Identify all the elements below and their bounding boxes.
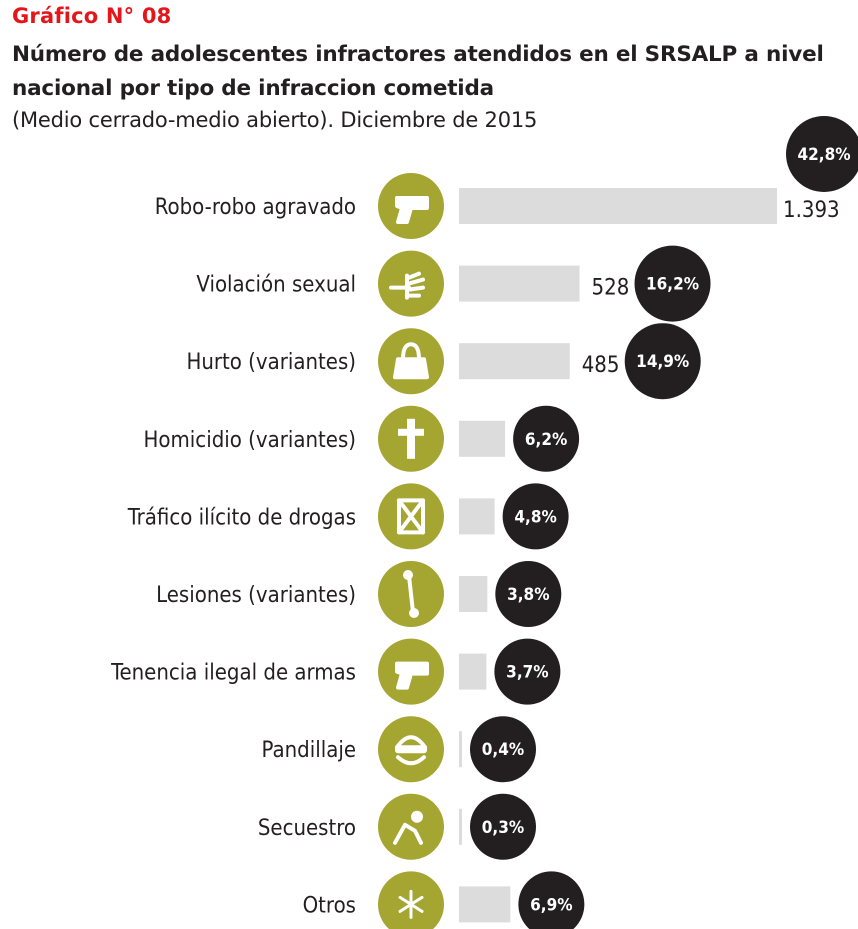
percent-label: 6,9%	[530, 895, 572, 915]
percent-badge	[470, 716, 536, 783]
percent-badge	[786, 116, 858, 192]
category-label: Hurto (variantes)	[186, 350, 356, 375]
bar	[459, 420, 506, 457]
chart-kicker: Gráfico N° 08	[12, 4, 172, 28]
chart-title: Número de adolescentes infractores atend…	[12, 42, 824, 101]
masked-face-icon	[378, 716, 444, 783]
bar	[459, 188, 777, 224]
percent-badge	[502, 483, 569, 550]
percent-badge	[518, 871, 585, 929]
bar	[459, 808, 462, 845]
percent-badge	[634, 245, 711, 322]
kidnapped-person-icon	[378, 793, 444, 860]
percent-label: 3,7%	[506, 663, 548, 683]
percent-badge	[494, 638, 561, 705]
percent-badge	[470, 793, 536, 860]
percent-label: 3,8%	[507, 585, 549, 605]
percent-label: 0,3%	[482, 818, 524, 838]
category-label: Violación sexual	[196, 273, 356, 298]
bar	[459, 653, 487, 690]
percent-badge	[513, 405, 580, 472]
category-label: Tráfico ilícito de drogas	[127, 505, 356, 530]
bar	[459, 886, 511, 923]
bar	[459, 576, 488, 612]
percent-label: 14,9%	[636, 352, 689, 372]
bar	[459, 265, 580, 302]
bar	[459, 498, 495, 535]
handbag-icon	[378, 328, 444, 395]
percent-label: 0,4%	[482, 740, 524, 760]
category-label: Tenencia ilegal de armas	[110, 661, 356, 686]
bar	[459, 731, 462, 768]
value-label: 528	[592, 276, 630, 301]
gun-icon	[378, 173, 444, 239]
category-label: Robo-robo agravado	[155, 195, 356, 220]
category-label: Lesiones (variantes)	[156, 583, 356, 608]
value-label: 1.393	[783, 198, 840, 223]
category-label: Homicidio (variantes)	[144, 428, 356, 453]
percent-label: 4,8%	[514, 507, 556, 527]
category-label: Otros	[303, 893, 356, 918]
percent-badge	[624, 323, 701, 400]
asterisk-icon	[378, 871, 444, 929]
category-label: Pandillaje	[262, 738, 357, 763]
value-label: 485	[582, 353, 620, 378]
bar	[459, 343, 570, 380]
percent-badge	[495, 561, 562, 627]
chart-subtitle: (Medio cerrado-medio abierto). Diciembre…	[12, 108, 538, 132]
percent-label: 6,2%	[525, 430, 567, 450]
grab-hand-icon	[378, 250, 444, 317]
drug-package-icon	[378, 483, 444, 550]
bone-icon	[378, 561, 444, 627]
cross-icon	[378, 405, 444, 472]
percent-label: 16,2%	[646, 275, 699, 295]
gun-icon	[378, 638, 444, 705]
category-label: Secuestro	[258, 816, 356, 841]
percent-label: 42,8%	[797, 145, 850, 165]
